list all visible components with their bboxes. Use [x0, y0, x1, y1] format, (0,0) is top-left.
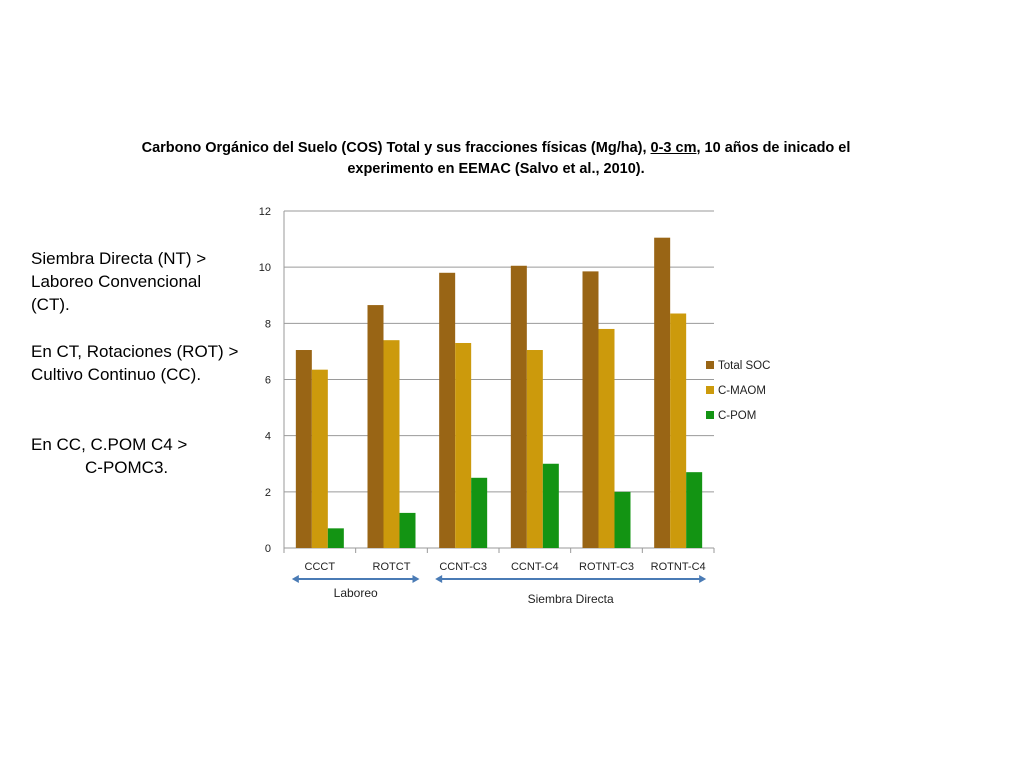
bar	[654, 237, 671, 548]
group-label: Laboreo	[334, 586, 378, 600]
arrow-head	[291, 575, 299, 583]
chart-title: Carbono Orgánico del Suelo (COS) Total y…	[120, 138, 872, 180]
legend-swatch	[706, 411, 714, 419]
y-tick-label: 12	[259, 206, 271, 218]
x-tick-label: CCCT	[305, 561, 336, 573]
chart-title-part2: , 10 años de inicado el	[696, 140, 851, 156]
note-line: En CT, Rotaciones (ROT) >	[31, 342, 239, 361]
note-line: C-POMC3.	[85, 458, 169, 477]
bar	[367, 305, 384, 548]
x-tick-label: CCNT-C3	[439, 561, 487, 573]
chart-title-line2: experimento en EEMAC (Salvo et al., 2010…	[347, 161, 645, 177]
legend-label: Total SOC	[718, 360, 770, 372]
bar	[471, 477, 488, 548]
bar	[582, 271, 599, 548]
arrow-head	[412, 575, 420, 583]
y-tick-label: 2	[265, 487, 271, 499]
legend-swatch	[706, 361, 714, 369]
note-line: Laboreo Convencional	[31, 272, 202, 291]
note-rot-vs-cc: En CT, Rotaciones (ROT) > Cultivo Contin…	[31, 340, 251, 386]
x-tick-label: ROTNT-C3	[579, 561, 634, 573]
note-pom: En CC, C.POM C4 > C-POMC3.	[31, 433, 251, 479]
bar	[526, 350, 543, 548]
y-tick-label: 8	[265, 318, 271, 330]
bar	[510, 265, 527, 548]
bar	[670, 313, 687, 548]
bar	[686, 472, 703, 548]
x-tick-label: ROTNT-C4	[651, 561, 706, 573]
bar	[439, 272, 456, 548]
y-tick-label: 4	[265, 431, 271, 443]
y-tick-label: 6	[265, 375, 271, 387]
bar	[614, 491, 631, 548]
note-line: (CT).	[31, 295, 70, 314]
bar	[399, 512, 416, 548]
note-line: Cultivo Continuo (CC).	[31, 365, 202, 384]
group-label: Siembra Directa	[528, 592, 614, 606]
legend-label: C-MAOM	[718, 385, 766, 397]
legend-swatch	[706, 386, 714, 394]
bar	[455, 342, 472, 548]
chart-title-part1: Carbono Orgánico del Suelo (COS) Total y…	[141, 140, 651, 156]
note-line: En CC, C.POM C4 >	[31, 435, 188, 454]
bar	[311, 369, 328, 548]
bar	[542, 463, 559, 548]
chart-title-depth: 0-3 cm	[650, 140, 697, 156]
bar	[327, 528, 344, 548]
y-tick-label: 10	[259, 262, 271, 274]
note-line: Siembra Directa (NT) >	[31, 249, 207, 268]
legend-label: C-POM	[718, 410, 756, 422]
x-tick-label: CCNT-C4	[511, 561, 559, 573]
bar	[383, 340, 400, 548]
note-nt-vs-ct: Siembra Directa (NT) > Laboreo Convencio…	[31, 247, 251, 316]
y-tick-label: 0	[265, 543, 271, 555]
bar	[295, 350, 312, 548]
arrow-head	[435, 575, 443, 583]
x-tick-label: ROTCT	[373, 561, 411, 573]
bar	[598, 328, 615, 548]
arrow-head	[699, 575, 707, 583]
